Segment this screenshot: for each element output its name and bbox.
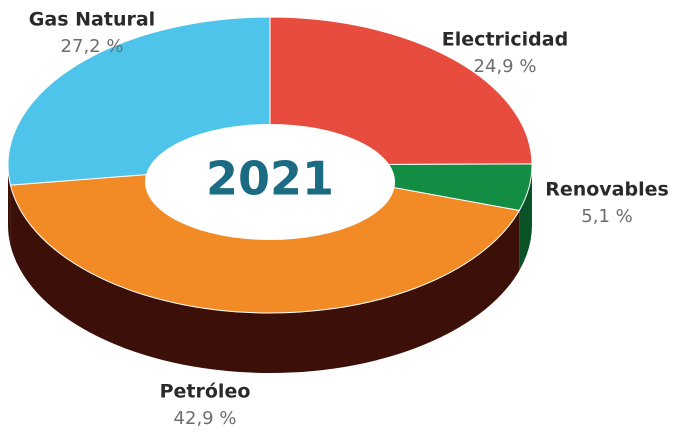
value-label: 27,2 % — [61, 36, 124, 57]
value-label: 42,9 % — [174, 408, 237, 429]
slice — [269, 16, 533, 166]
slice-side — [519, 165, 532, 271]
slice-label: Petróleo — [160, 381, 251, 403]
slice-label: Electricidad — [442, 29, 568, 51]
slice-label: Gas Natural — [29, 9, 155, 31]
slice-label: Renovables — [545, 179, 669, 201]
donut-hole — [145, 124, 395, 240]
slice-side — [10, 185, 520, 373]
value-label: 5,1 % — [581, 206, 632, 227]
slice-side — [8, 165, 11, 246]
slice-sides — [8, 165, 532, 373]
value-label: 24,9 % — [474, 56, 537, 77]
chart-title: 2021 — [206, 152, 334, 206]
labels: Electricidad 24,9 % Renovables 5,1 % Petróle… — [29, 9, 669, 430]
